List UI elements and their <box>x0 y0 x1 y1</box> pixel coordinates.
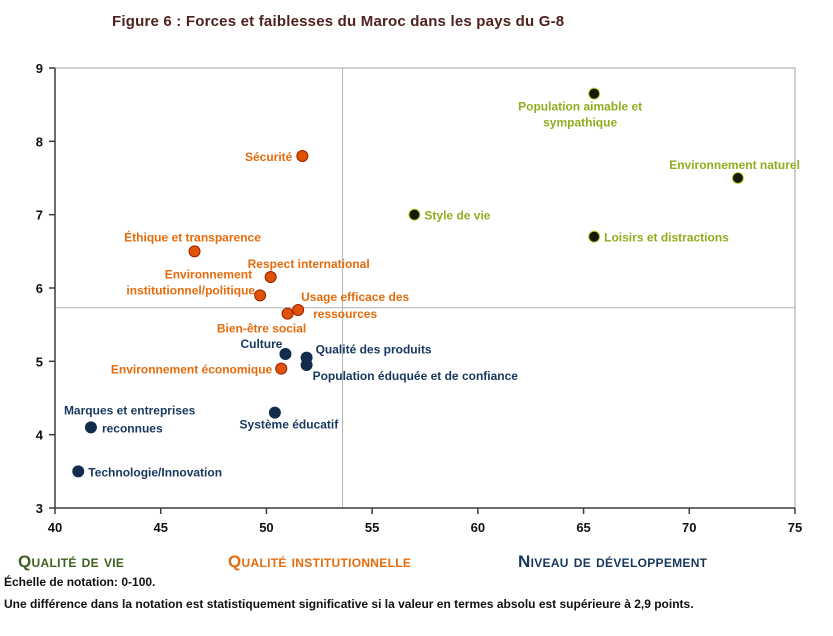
legend-qualite-de-vie: Qualité de vie <box>18 552 125 571</box>
x-tick-label: 60 <box>471 520 485 535</box>
point-environnement-institutionnel-politique <box>254 289 267 302</box>
point-label-environnement-naturel: Environnement naturel <box>669 158 800 172</box>
y-tick-label: 5 <box>36 354 43 369</box>
y-tick-label: 7 <box>36 208 43 223</box>
y-tick-label: 8 <box>36 134 43 149</box>
point-label-syst-me-ducatif: Système éducatif <box>240 418 340 432</box>
point-s-curit <box>296 150 309 162</box>
footnote-significance: Une différence dans la notation est stat… <box>4 597 694 611</box>
point-usage-efficace-des-ressources <box>292 304 305 316</box>
y-tick-label: 4 <box>36 428 44 443</box>
point-label-s-curit: Sécurité <box>245 150 293 164</box>
y-tick-label: 9 <box>36 61 43 76</box>
y-tick-label: 3 <box>36 501 43 516</box>
point-label-environnement-conomique: Environnement économique <box>111 363 273 377</box>
legend-qualite-institutionnelle: Qualité institutionnelle <box>228 552 412 571</box>
legend-niveau-de-developpement: Niveau de développement <box>518 552 708 571</box>
point-label-usage-efficace-des-ressources: Usage efficace des <box>301 290 409 304</box>
point-label-population-aimable-et-sympathique: Population aimable et <box>518 100 642 114</box>
point-style-de-vie <box>408 208 421 221</box>
x-tick-label: 40 <box>48 520 62 535</box>
x-tick-label: 70 <box>682 520 696 535</box>
point-label-environnement-institutionnel-politique: institutionnel/politique <box>126 283 255 297</box>
point-thique-et-transparence <box>188 245 201 258</box>
point-bien-tre-social <box>281 307 294 320</box>
point-environnement-naturel <box>731 172 744 184</box>
point-label-population-duqu-e-et-de-confiance: Population éduquée et de confiance <box>313 369 519 383</box>
point-label-qualit-des-produits: Qualité des produits <box>316 343 432 357</box>
y-tick-label: 6 <box>36 281 43 296</box>
x-tick-label: 75 <box>788 520 802 535</box>
point-label-style-de-vie: Style de vie <box>424 209 490 223</box>
x-tick-label: 50 <box>259 520 273 535</box>
point-label-marques-et-entreprises-reconnues: reconnues <box>102 421 163 435</box>
point-respect-international <box>264 271 277 283</box>
point-environnement-conomique <box>275 362 288 375</box>
point-label-loisirs-et-distractions: Loisirs et distractions <box>604 231 729 245</box>
point-label-usage-efficace-des-ressources: ressources <box>313 307 377 321</box>
x-tick-label: 65 <box>576 520 590 535</box>
point-label-bien-tre-social: Bien-être social <box>217 322 306 336</box>
point-label-marques-et-entreprises-reconnues: Marques et entreprises <box>64 403 196 417</box>
point-label-culture: Culture <box>240 337 282 351</box>
point-label-environnement-institutionnel-politique: Environnement <box>165 267 252 281</box>
point-population-duqu-e-et-de-confiance <box>300 359 313 371</box>
point-label-technologie-innovation: Technologie/Innovation <box>88 465 222 479</box>
point-population-aimable-et-sympathique <box>588 87 601 100</box>
x-tick-label: 45 <box>153 520 167 535</box>
point-syst-me-ducatif <box>268 406 281 419</box>
point-marques-et-entreprises-reconnues <box>84 421 97 434</box>
point-label-respect-international: Respect international <box>248 257 370 271</box>
point-label-thique-et-transparence: Éthique et transparence <box>124 229 261 244</box>
point-technologie-innovation <box>72 465 85 478</box>
point-loisirs-et-distractions <box>588 230 601 243</box>
footnote-scale: Échelle de notation: 0-100. <box>4 575 156 589</box>
point-culture <box>279 348 292 360</box>
x-tick-label: 55 <box>365 520 379 535</box>
figure-title: Figure 6 : Forces et faiblesses du Maroc… <box>112 13 565 30</box>
point-label-population-aimable-et-sympathique: sympathique <box>543 116 617 130</box>
